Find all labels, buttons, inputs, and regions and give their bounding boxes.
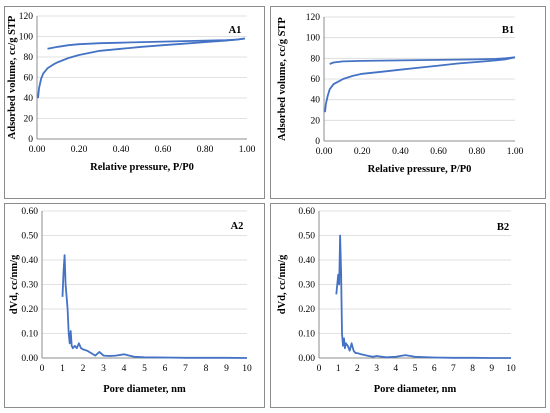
chart-a1: 0 20 40 60 80 100 120 0.00 0.20 0.40 0.60 0.80 1.00 R… — [7, 12, 256, 173]
b1-xtick-label: 0.80 — [468, 147, 485, 157]
chart-b1: 0 20 40 60 80 100 120 0.00 0.20 0.40 0.60 0.80 1.00 R… — [277, 13, 524, 175]
a1-ytick-label: 120 — [19, 12, 34, 22]
b2-panel-label: B2 — [497, 222, 509, 233]
b1-ytick-label: 20 — [311, 116, 321, 126]
b1-panel-label: B1 — [502, 25, 514, 36]
b2-y-axis-title: dVd, cc/nm/g — [277, 254, 288, 314]
a2-ytick-label: 0.20 — [21, 305, 38, 315]
a2-xtick-label: 3 — [101, 364, 106, 374]
a1-xtick-label: 0.60 — [155, 145, 172, 155]
b2-ytick-label: 0.50 — [298, 232, 315, 242]
b1-ytick-label: 100 — [306, 34, 321, 44]
a2-xtick-label: 9 — [224, 364, 229, 374]
b2-xtick-label: 9 — [489, 364, 494, 374]
b1-xtick-label: 0.60 — [430, 147, 447, 157]
a2-ytick-label: 0.60 — [21, 207, 38, 217]
a2-xtick-label: 7 — [183, 364, 188, 374]
b2-xtick-label: 10 — [506, 364, 516, 374]
b2-ytick-label: 0.60 — [298, 207, 315, 217]
a1-xtick-label: 1.00 — [239, 145, 256, 155]
a2-ytick-label: 0.50 — [21, 232, 38, 242]
b1-ytick-label: 0 — [315, 137, 320, 147]
b2-xtick-label: 3 — [374, 364, 379, 374]
a2-xtick-label: 10 — [242, 364, 252, 374]
b2-series-line-1 — [335, 234, 511, 359]
b2-xtick-label: 0 — [317, 364, 322, 374]
a1-ytick-label: 20 — [24, 115, 34, 125]
b2-ytick-label: 0.20 — [298, 305, 315, 315]
a2-panel-label: A2 — [231, 221, 244, 232]
a2-xtick-label: 6 — [163, 364, 168, 374]
a1-y-axis-title: Adsorbed volume, cc/g STP — [7, 15, 18, 139]
b2-xtick-label: 2 — [355, 364, 360, 374]
a1-x-axis-title: Relative pressure, P/P0 — [90, 162, 194, 173]
a2-x-axis-title: Pore diameter, nm — [103, 384, 186, 395]
b1-ytick-label: 80 — [311, 54, 321, 64]
b1-xtick-label: 0.20 — [354, 147, 371, 157]
chart-b2: 0.00 0.10 0.20 0.30 0.40 0.50 0.60 0 1 2 3 4 5 6 7 8 9 10… — [277, 207, 516, 395]
panel-a2: 0.00 0.10 0.20 0.30 0.40 0.50 0.60 0 1 2 3 4 5 6 7 8 9 10… — [4, 203, 265, 408]
a2-ytick-label: 0.00 — [21, 354, 38, 364]
a1-xtick-label: 0.40 — [113, 145, 130, 155]
b1-xtick-label: 0.00 — [316, 147, 333, 157]
b2-xtick-label: 5 — [413, 364, 418, 374]
b2-xtick-label: 4 — [393, 364, 398, 374]
b1-ytick-label: 60 — [311, 75, 321, 85]
a1-series-line-1 — [37, 37, 246, 99]
a2-xtick-label: 0 — [40, 364, 45, 374]
a2-ytick-label: 0.40 — [21, 256, 38, 266]
a1-ytick-label: 80 — [24, 53, 34, 63]
b2-ytick-label: 0.00 — [298, 354, 315, 364]
a2-ytick-label: 0.30 — [21, 281, 38, 291]
chart-a2: 0.00 0.10 0.20 0.30 0.40 0.50 0.60 0 1 2 3 4 5 6 7 8 9 10… — [9, 207, 252, 395]
a2-ytick-label: 0.10 — [21, 330, 38, 340]
a1-ytick-label: 40 — [24, 94, 34, 104]
b2-xtick-label: 1 — [336, 364, 341, 374]
b1-series-line-2 — [329, 56, 516, 65]
a1-xtick-label: 0.20 — [71, 145, 88, 155]
b1-xtick-label: 1.00 — [507, 147, 524, 157]
b2-xtick-label: 8 — [470, 364, 475, 374]
panel-a1: 0 20 40 60 80 100 120 0.00 0.20 0.40 0.60 0.80 1.00 R… — [4, 6, 265, 199]
a1-ytick-label: 100 — [19, 33, 34, 43]
panel-b2: 0.00 0.10 0.20 0.30 0.40 0.50 0.60 0 1 2 3 4 5 6 7 8 9 10… — [270, 203, 546, 408]
b2-ytick-label: 0.40 — [298, 256, 315, 266]
b2-x-axis-title: Pore diameter, nm — [374, 384, 457, 395]
a2-xtick-label: 8 — [204, 364, 209, 374]
a2-xtick-label: 1 — [60, 364, 65, 374]
a2-y-axis-title: dVd, cc/nm/g — [9, 254, 20, 314]
b1-ytick-label: 40 — [311, 96, 321, 106]
b2-ytick-label: 0.30 — [298, 281, 315, 291]
a1-panel-label: A1 — [229, 25, 242, 36]
b2-xtick-label: 7 — [451, 364, 456, 374]
a1-series-line-2 — [47, 37, 246, 50]
b2-xtick-label: 6 — [432, 364, 437, 374]
a2-xtick-label: 5 — [142, 364, 147, 374]
a1-ytick-label: 60 — [24, 74, 34, 84]
b1-ytick-label: 120 — [306, 13, 321, 23]
a1-ytick-label: 0 — [28, 135, 33, 145]
b1-x-axis-title: Relative pressure, P/P0 — [368, 164, 472, 175]
b1-series-line-1 — [324, 56, 516, 113]
a1-xtick-label: 0.80 — [197, 145, 214, 155]
b1-xtick-label: 0.40 — [392, 147, 409, 157]
b1-y-axis-title: Adsorbed volume, cc/g STP — [277, 17, 288, 141]
a2-xtick-label: 4 — [122, 364, 127, 374]
a2-series-line-1 — [61, 254, 248, 359]
a1-xtick-label: 0.00 — [29, 145, 46, 155]
panel-b1: 0 20 40 60 80 100 120 0.00 0.20 0.40 0.60 0.80 1.00 R… — [270, 6, 546, 199]
b2-ytick-label: 0.10 — [298, 330, 315, 340]
a2-xtick-label: 2 — [81, 364, 86, 374]
